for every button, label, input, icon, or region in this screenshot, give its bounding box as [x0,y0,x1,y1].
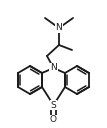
Text: O: O [50,115,57,125]
Text: S: S [51,100,56,109]
Text: N: N [56,24,62,33]
Text: N: N [50,63,57,72]
